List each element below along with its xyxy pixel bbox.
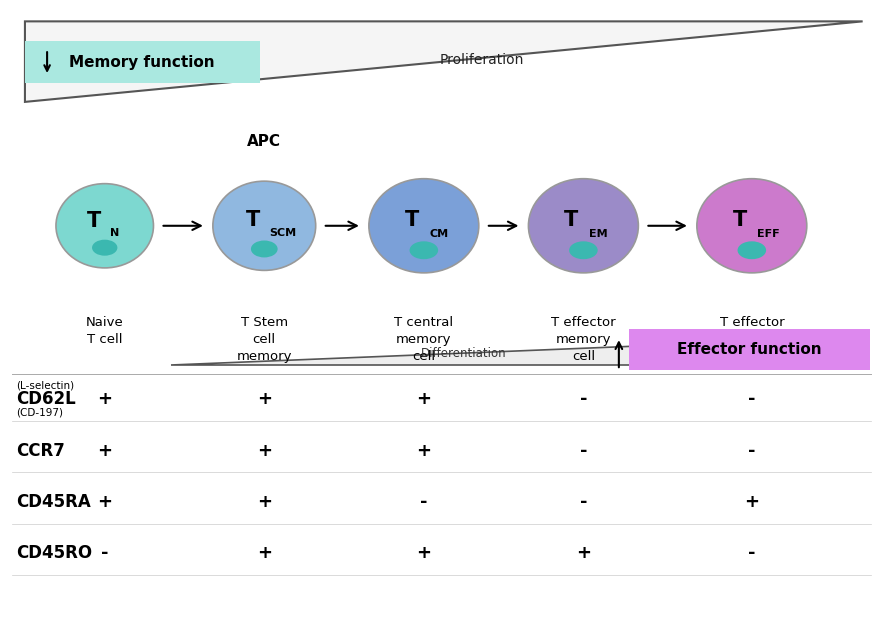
Text: APC: APC: [247, 134, 281, 149]
Text: -: -: [580, 493, 587, 511]
FancyBboxPatch shape: [630, 329, 870, 370]
Text: T: T: [405, 210, 419, 230]
Text: +: +: [257, 544, 272, 562]
Text: Effector function: Effector function: [677, 342, 822, 357]
Text: SCM: SCM: [269, 229, 296, 239]
Text: +: +: [97, 442, 112, 459]
Text: +: +: [417, 442, 432, 459]
Ellipse shape: [528, 179, 639, 273]
Text: (L-selectin): (L-selectin): [16, 381, 74, 391]
Text: CD62L: CD62L: [16, 390, 76, 408]
Text: T effector
cell: T effector cell: [720, 316, 784, 346]
Text: -: -: [580, 442, 587, 459]
Text: +: +: [744, 493, 759, 511]
Text: +: +: [417, 390, 432, 408]
Text: T effector
memory
cell: T effector memory cell: [551, 316, 615, 362]
Ellipse shape: [251, 241, 277, 258]
Text: EM: EM: [589, 229, 607, 239]
Text: CD45RA: CD45RA: [16, 493, 91, 511]
Text: T Stem
cell
memory: T Stem cell memory: [236, 316, 292, 362]
Text: +: +: [576, 544, 591, 562]
Text: Memory function: Memory function: [70, 55, 215, 70]
Text: CD45RO: CD45RO: [16, 544, 92, 562]
Text: EFF: EFF: [757, 229, 780, 239]
Ellipse shape: [697, 179, 806, 273]
Text: -: -: [420, 493, 427, 511]
Ellipse shape: [213, 181, 316, 271]
Polygon shape: [171, 341, 788, 365]
Text: Proliferation: Proliferation: [439, 52, 524, 67]
Text: CCR7: CCR7: [16, 442, 65, 459]
Text: (CD-197): (CD-197): [16, 408, 63, 418]
Text: +: +: [257, 390, 272, 408]
Text: T: T: [732, 210, 747, 230]
Text: T: T: [246, 211, 260, 231]
Text: T: T: [564, 210, 578, 230]
Ellipse shape: [569, 241, 598, 259]
Ellipse shape: [369, 179, 479, 273]
Text: -: -: [748, 390, 756, 408]
Text: -: -: [748, 544, 756, 562]
Ellipse shape: [92, 239, 118, 256]
FancyBboxPatch shape: [25, 41, 260, 83]
Text: +: +: [417, 544, 432, 562]
Text: -: -: [101, 544, 109, 562]
Text: -: -: [748, 442, 756, 459]
Text: T central
memory
cell: T central memory cell: [394, 316, 453, 362]
Text: Differentiation: Differentiation: [421, 348, 507, 360]
Text: N: N: [110, 228, 119, 238]
Text: Naive
T cell: Naive T cell: [86, 316, 124, 346]
Text: +: +: [257, 493, 272, 511]
Text: +: +: [257, 442, 272, 459]
Ellipse shape: [738, 241, 766, 259]
Text: +: +: [97, 493, 112, 511]
Polygon shape: [25, 21, 863, 102]
Text: +: +: [97, 390, 112, 408]
Ellipse shape: [409, 241, 438, 259]
Text: T: T: [87, 211, 101, 231]
Text: -: -: [580, 390, 587, 408]
Text: CM: CM: [429, 229, 449, 239]
Ellipse shape: [56, 184, 153, 268]
